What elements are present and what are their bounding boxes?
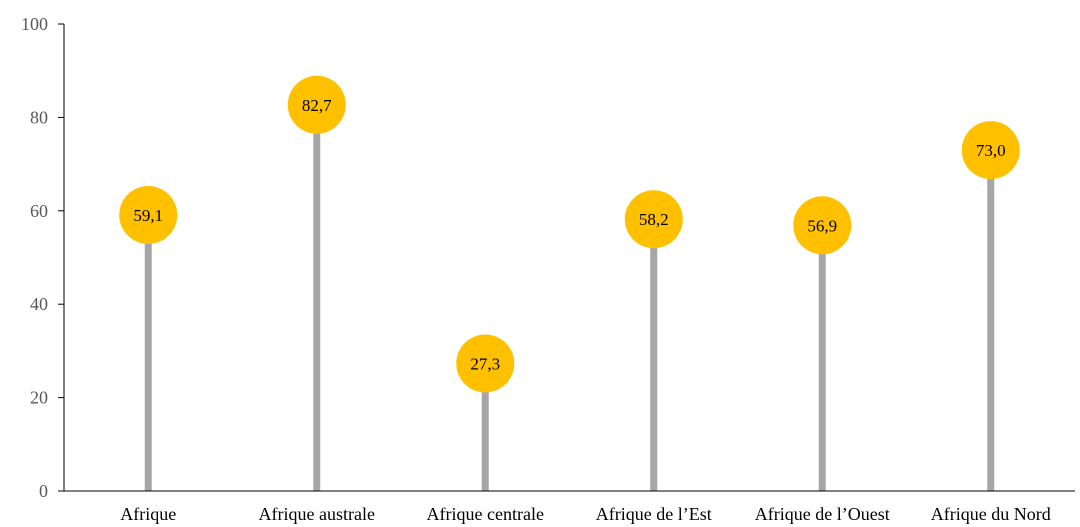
lollipop-marker [961, 121, 1020, 180]
data-label: 58,2 [639, 210, 669, 229]
data-label: 27,3 [470, 355, 500, 374]
y-tick-label: 80 [30, 107, 48, 127]
x-axis: Afrique Afrique australe Afrique centrale A… [64, 490, 1075, 524]
y-tick-label: 20 [30, 388, 48, 408]
data-label: 73,0 [976, 141, 1006, 160]
x-category-label: Afrique [120, 504, 176, 524]
x-category-label: Afrique de l’Ouest [755, 504, 890, 524]
data-label: 56,9 [807, 216, 837, 235]
y-tick-label: 40 [30, 294, 48, 314]
y-tick-label: 60 [30, 201, 48, 221]
lollipop-marker [119, 186, 178, 245]
x-category-label: Afrique australe [259, 504, 375, 524]
y-tick-label: 0 [39, 481, 48, 501]
y-tick-label: 100 [21, 14, 48, 34]
y-axis: 0 20 40 60 80 100 [21, 14, 65, 501]
stems [144, 104, 995, 491]
lollipop-marker [793, 196, 852, 255]
x-category-label: Afrique de l’Est [596, 504, 712, 524]
lollipop-marker [456, 334, 515, 393]
data-label: 82,7 [302, 96, 332, 115]
x-category-label: Afrique du Nord [931, 504, 1051, 524]
data-label: 59,1 [133, 206, 163, 225]
lollipop-marker [287, 75, 346, 134]
lollipop-marker [624, 190, 683, 249]
markers: 59,1 82,7 27,3 58,2 56,9 73,0 [119, 75, 1020, 393]
x-category-label: Afrique centrale [427, 504, 544, 524]
